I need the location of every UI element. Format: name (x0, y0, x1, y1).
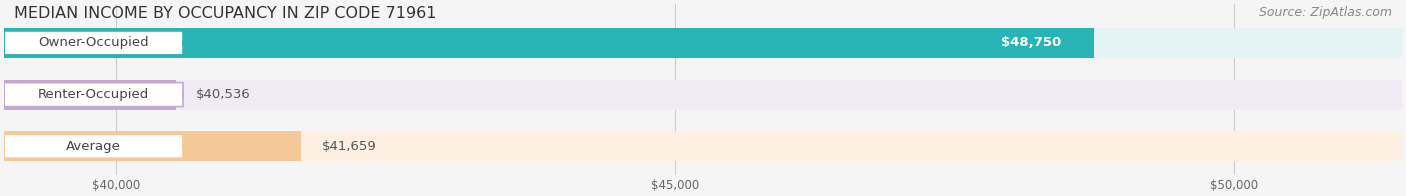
FancyBboxPatch shape (4, 83, 183, 107)
Bar (4, 28, 1094, 58)
FancyBboxPatch shape (4, 31, 183, 55)
Bar (4, 131, 301, 161)
Text: $40,536: $40,536 (195, 88, 250, 101)
Bar (4, 131, 1402, 161)
Text: Renter-Occupied: Renter-Occupied (38, 88, 149, 101)
FancyBboxPatch shape (4, 134, 183, 158)
Bar (4, 80, 1402, 110)
Text: $48,750: $48,750 (1001, 36, 1060, 49)
Bar (4, 80, 176, 110)
Text: Owner-Occupied: Owner-Occupied (38, 36, 149, 49)
Text: Average: Average (66, 140, 121, 153)
Text: $41,659: $41,659 (322, 140, 377, 153)
Bar (4, 28, 1402, 58)
Text: Source: ZipAtlas.com: Source: ZipAtlas.com (1258, 6, 1392, 19)
Text: MEDIAN INCOME BY OCCUPANCY IN ZIP CODE 71961: MEDIAN INCOME BY OCCUPANCY IN ZIP CODE 7… (14, 6, 436, 21)
